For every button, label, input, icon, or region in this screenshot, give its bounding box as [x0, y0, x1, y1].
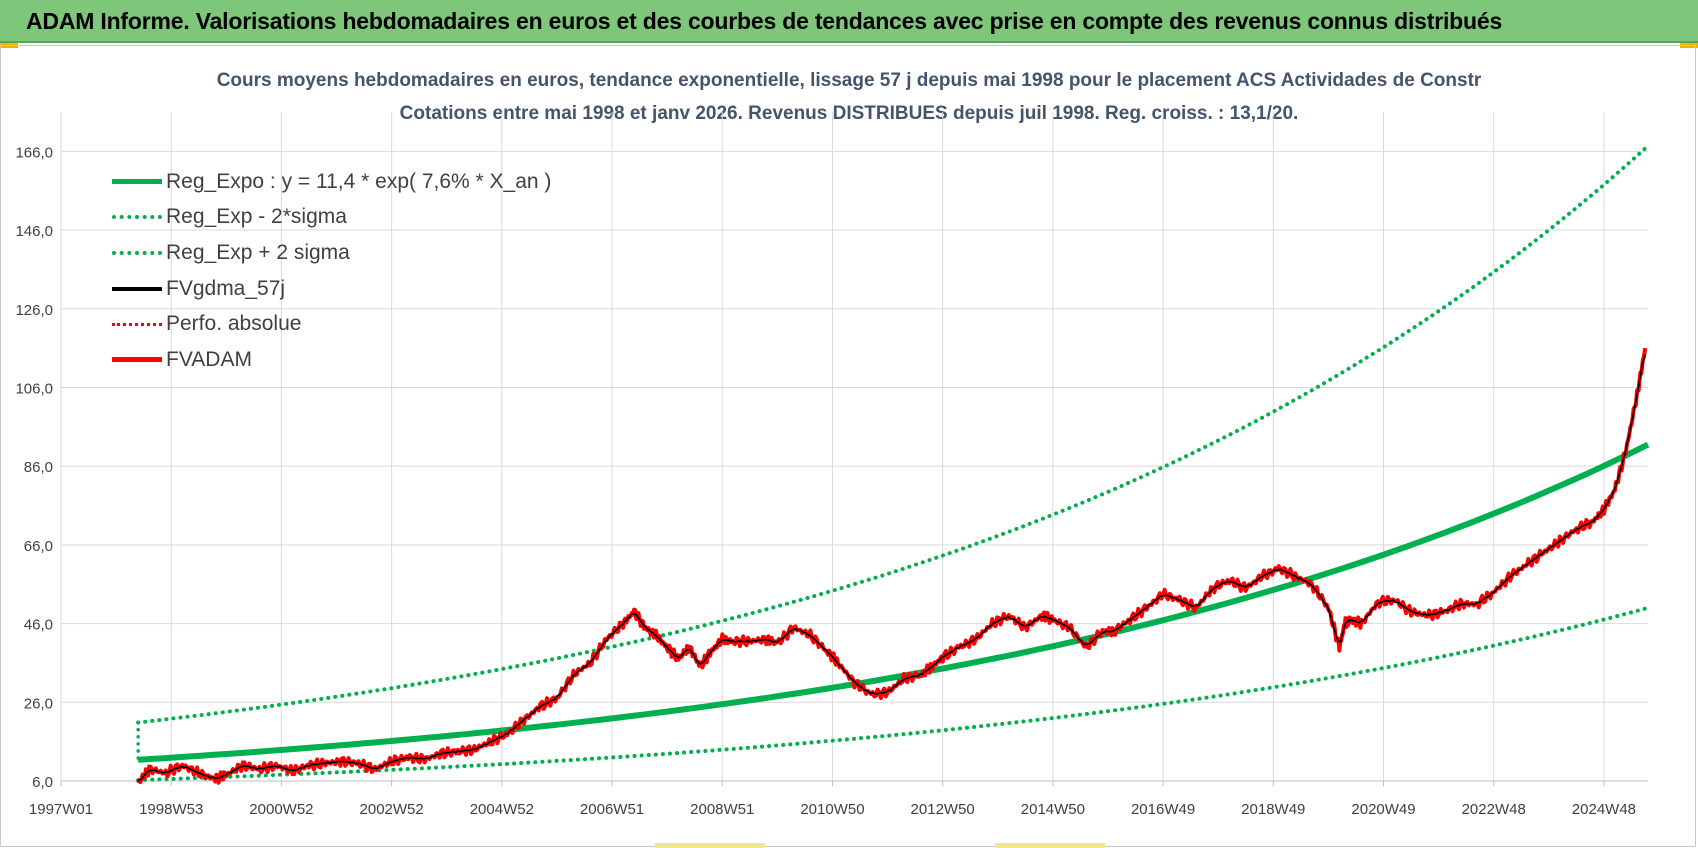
x-tick-label: 1998W53 — [139, 801, 203, 818]
y-tick-label: 146,0 — [15, 223, 53, 240]
chart-legend: Reg_Expo : y = 11,4 * exp( 7,6% * X_an )… — [112, 164, 551, 378]
fvgdma-57j-line — [137, 354, 1646, 782]
x-tick-label: 2008W51 — [690, 801, 754, 818]
legend-label: Reg_Exp - 2*sigma — [166, 205, 347, 229]
y-tick-label: 66,0 — [24, 538, 53, 555]
y-tick-label: 6,0 — [32, 774, 53, 791]
y-tick-label: 46,0 — [24, 617, 53, 634]
legend-label: Reg_Exp + 2 sigma — [166, 240, 350, 264]
legend-label: FVADAM — [166, 347, 252, 371]
chart-frame — [0, 45, 1696, 847]
x-tick-label: 1997W01 — [29, 801, 93, 818]
bottom-mark — [995, 843, 1105, 848]
x-tick-label: 2018W49 — [1241, 801, 1305, 818]
legend-swatch-dotted-green — [112, 250, 162, 255]
reg-exp-plus-2sigma-line — [136, 143, 1650, 725]
y-tick-label: 106,0 — [15, 380, 53, 397]
x-tick-label: 2014W50 — [1021, 801, 1085, 818]
y-tick-label: 86,0 — [24, 459, 53, 476]
report-title: ADAM Informe. Valorisations hebdomadaire… — [26, 8, 1503, 34]
series-lines — [136, 143, 1650, 785]
legend-swatch-dotted-red — [112, 322, 162, 326]
legend-item-perfo-absolue[interactable]: Perfo. absolue — [112, 306, 551, 342]
x-tick-label: 2022W48 — [1462, 801, 1526, 818]
x-tick-label: 2024W48 — [1572, 801, 1636, 818]
legend-label: Reg_Expo : y = 11,4 * exp( 7,6% * X_an ) — [166, 169, 552, 193]
y-tick-label: 126,0 — [15, 302, 53, 319]
legend-label: Perfo. absolue — [166, 312, 302, 336]
x-tick-label: 2004W52 — [470, 801, 534, 818]
chart-subtitle: Cotations entre mai 1998 et janv 2026. R… — [399, 103, 1299, 124]
legend-item-fvgdma[interactable]: FVgdma_57j — [112, 271, 551, 307]
chart-title: Cours moyens hebdomadaires en euros, ten… — [216, 70, 1482, 91]
grid-lines — [60, 112, 1648, 786]
y-tick-label: 26,0 — [24, 695, 53, 712]
x-tick-label: 2016W49 — [1131, 801, 1195, 818]
x-tick-label: 2012W50 — [911, 801, 975, 818]
legend-swatch-solid-green — [112, 179, 162, 185]
legend-item-reg-exp-minus[interactable]: Reg_Exp - 2*sigma — [112, 200, 551, 236]
legend-swatch-solid-red — [112, 357, 162, 363]
bottom-mark — [655, 843, 765, 848]
x-tick-label: 2002W52 — [360, 801, 424, 818]
reg-expo-line — [137, 441, 1650, 763]
reg-exp-minus-2sigma-line — [136, 605, 1650, 783]
x-tick-label: 2020W49 — [1351, 801, 1415, 818]
legend-label: FVgdma_57j — [166, 276, 286, 300]
legend-item-reg-expo[interactable]: Reg_Expo : y = 11,4 * exp( 7,6% * X_an ) — [112, 164, 551, 200]
x-tick-label: 2000W52 — [249, 801, 313, 818]
y-tick-label: 166,0 — [15, 144, 53, 161]
fvadam-line — [136, 347, 1648, 785]
legend-item-fvadam[interactable]: FVADAM — [112, 342, 551, 378]
x-tick-label: 2006W51 — [580, 801, 644, 818]
legend-swatch-solid-black — [112, 286, 162, 291]
legend-swatch-dotted-green — [112, 215, 162, 220]
y-axis-ticks: 6,0 26,0 46,0 66,0 86,0 106,0 126,0 146,0 166,0 — [15, 144, 53, 791]
report-banner: ADAM Informe. Valorisations hebdomadaire… — [0, 0, 1698, 43]
x-tick-label: 2010W50 — [800, 801, 864, 818]
x-axis-ticks: 1997W01 1998W53 2000W52 2002W52 2004W52 2006W… — [29, 801, 1636, 818]
legend-item-reg-exp-plus[interactable]: Reg_Exp + 2 sigma — [112, 235, 551, 271]
